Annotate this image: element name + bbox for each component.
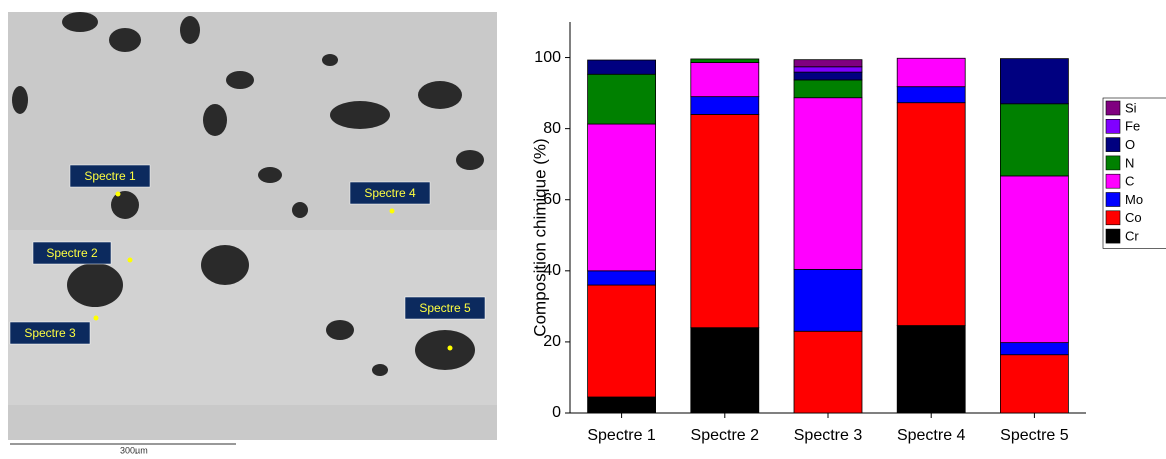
bar-segment xyxy=(896,86,966,104)
particles xyxy=(12,12,484,376)
spectrum-label: Spectre 1 xyxy=(84,169,136,183)
spectrum-point xyxy=(93,315,99,321)
spectrum-point xyxy=(389,208,395,214)
y-axis-label: Composition chimique (%) xyxy=(530,138,549,336)
legend-label: Mo xyxy=(1125,192,1143,207)
bar-segment xyxy=(793,71,863,81)
legend-swatch xyxy=(1105,192,1121,207)
spectrum-box xyxy=(349,181,431,205)
x-tick-label: Spectre 3 xyxy=(794,427,863,444)
bar-segment xyxy=(1000,175,1069,344)
x-tick-label: Spectre 2 xyxy=(691,427,760,444)
bar-segment xyxy=(690,96,760,115)
y-tick-label: 100 xyxy=(534,49,561,66)
legend-swatch xyxy=(1105,100,1121,116)
legend-label: Fe xyxy=(1125,119,1140,134)
bar-segment xyxy=(896,102,966,326)
bar-segment xyxy=(793,268,863,332)
bar-segment xyxy=(793,66,863,73)
bar-segment xyxy=(587,284,656,398)
y-tick-label: 40 xyxy=(543,262,561,279)
bar-segment xyxy=(690,327,760,414)
bar-segment xyxy=(1000,103,1069,177)
bar-segment xyxy=(1000,58,1069,105)
y-tick-label: 0 xyxy=(552,404,561,421)
spectrum-box xyxy=(9,321,91,345)
bar-segment xyxy=(690,62,760,98)
spectrum-point xyxy=(127,257,133,263)
spectrum-label: Spectre 2 xyxy=(46,246,98,260)
spectrum-label: Spectre 5 xyxy=(419,301,471,315)
spectrum-point xyxy=(447,345,453,351)
legend-label: N xyxy=(1125,155,1134,170)
bar-segment xyxy=(587,59,656,75)
legend-label: Cr xyxy=(1125,229,1139,244)
bar-segment xyxy=(587,270,656,286)
bar-segment xyxy=(690,58,760,63)
legend-swatch xyxy=(1105,210,1121,226)
spectrum-label: Spectre 3 xyxy=(24,326,76,340)
legend-label: Co xyxy=(1125,210,1142,225)
spectrum-label: Spectre 4 xyxy=(364,186,416,200)
spectrum-box xyxy=(404,296,486,320)
spectrum-box xyxy=(69,164,151,188)
legend-label: C xyxy=(1125,174,1134,189)
x-tick-label: Spectre 5 xyxy=(1000,427,1069,444)
bar-segment xyxy=(587,73,656,125)
bar-segment xyxy=(793,330,863,414)
bar-segment xyxy=(793,97,863,270)
bar-segment xyxy=(690,114,760,329)
legend-swatch xyxy=(1105,155,1121,171)
y-tick-label: 60 xyxy=(543,191,561,208)
bar-segment xyxy=(1000,354,1069,414)
spectrum-point xyxy=(115,191,121,197)
bar-segment xyxy=(896,325,966,414)
legend-label: O xyxy=(1125,137,1135,152)
legend-swatch xyxy=(1105,173,1121,189)
bar-segment xyxy=(587,123,656,272)
legend-swatch xyxy=(1105,137,1121,152)
legend-swatch xyxy=(1105,119,1121,134)
bar-segment xyxy=(896,57,966,88)
bar-segment xyxy=(1000,342,1069,356)
bar-segment xyxy=(587,396,656,414)
legend-swatch xyxy=(1105,228,1121,244)
y-tick-label: 20 xyxy=(543,333,561,350)
x-tick-label: Spectre 4 xyxy=(897,427,966,444)
bar-segment xyxy=(793,79,863,99)
micrograph: 300µm xyxy=(8,12,497,455)
legend-label: Si xyxy=(1125,100,1137,115)
y-tick-label: 80 xyxy=(543,120,561,137)
spectrum-box xyxy=(32,241,112,265)
bar-segment xyxy=(793,59,863,68)
x-tick-label: Spectre 1 xyxy=(587,427,656,444)
chart: 0 20 40 60 80 100 Composition chimique (%) Spec… xyxy=(530,22,1166,444)
scale-bar-label: 300µm xyxy=(120,445,148,454)
